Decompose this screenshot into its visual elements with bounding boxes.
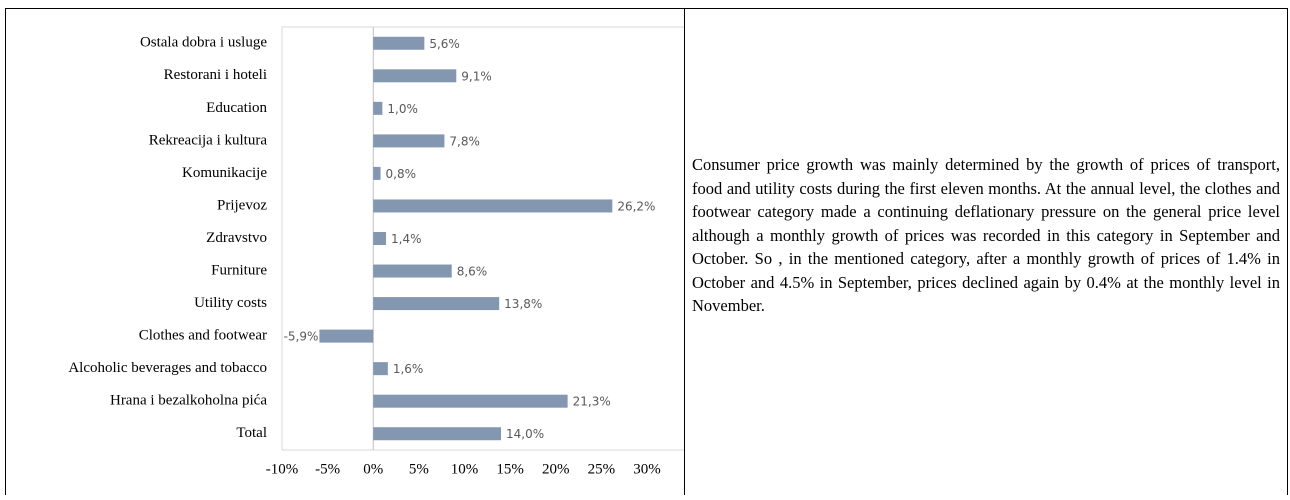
bar — [373, 199, 613, 213]
bar — [373, 166, 381, 180]
category-label: Utility costs — [194, 295, 267, 311]
value-label: 1,0% — [387, 102, 418, 116]
value-label: 5,6% — [429, 37, 460, 51]
category-label: Hrana i bezalkoholna pića — [110, 393, 267, 409]
category-label: Alcoholic beverages and tobacco — [68, 360, 267, 376]
bar — [373, 362, 388, 376]
bar — [373, 232, 387, 245]
bar — [373, 394, 568, 408]
category-label: Komunikacije — [182, 165, 267, 181]
bar — [373, 427, 501, 441]
value-label: 26,2% — [617, 199, 655, 213]
value-label: 8,6% — [457, 265, 488, 279]
value-label: 13,8% — [504, 297, 542, 311]
x-tick-label: 10% — [451, 461, 479, 477]
text-cell: Consumer price growth was mainly determi… — [685, 8, 1288, 495]
category-label: Clothes and footwear — [139, 328, 267, 344]
x-tick-label: 0% — [363, 461, 383, 477]
plot-border — [281, 26, 686, 451]
x-tick-label: 15% — [496, 461, 524, 477]
value-label: 9,1% — [461, 69, 492, 83]
value-label: -5,9% — [284, 330, 319, 344]
x-tick-label: -5% — [315, 461, 340, 477]
category-label: Furniture — [211, 262, 267, 278]
bar — [373, 264, 452, 278]
category-label: Education — [206, 100, 267, 116]
value-label: 0,8% — [386, 167, 417, 181]
value-label: 21,3% — [573, 395, 611, 409]
category-label: Zdravstvo — [206, 230, 267, 246]
value-label: 7,8% — [449, 134, 480, 148]
chart-cell: -10% -5% 0% 5% 10% 15% 20% 25% 30% Ostala dobra i… — [5, 8, 686, 495]
x-tick-label: 25% — [588, 461, 616, 477]
x-tick-label: 20% — [542, 461, 570, 477]
value-label: 1,6% — [393, 362, 424, 376]
bar — [373, 69, 457, 83]
category-label: Total — [236, 425, 267, 441]
bar — [373, 36, 425, 50]
bar — [373, 101, 383, 115]
value-label: 1,4% — [391, 232, 422, 246]
chart: -10% -5% 0% 5% 10% 15% 20% 25% 30% Ostala dobra i… — [68, 26, 686, 477]
category-label: Ostala dobra i usluge — [140, 35, 267, 51]
category-label: Rekreacija i kultura — [149, 132, 268, 148]
category-label: Prijevoz — [217, 197, 267, 213]
bar — [373, 134, 445, 148]
bar — [373, 297, 500, 311]
x-tick-label: 30% — [633, 461, 661, 477]
x-tick-label: -10% — [266, 461, 299, 477]
paragraph: Consumer price growth was mainly determi… — [692, 155, 1280, 315]
x-tick-label: 5% — [409, 461, 429, 477]
bar — [319, 329, 374, 343]
category-label: Restorani i hoteli — [164, 67, 267, 83]
value-label: 14,0% — [506, 427, 544, 441]
